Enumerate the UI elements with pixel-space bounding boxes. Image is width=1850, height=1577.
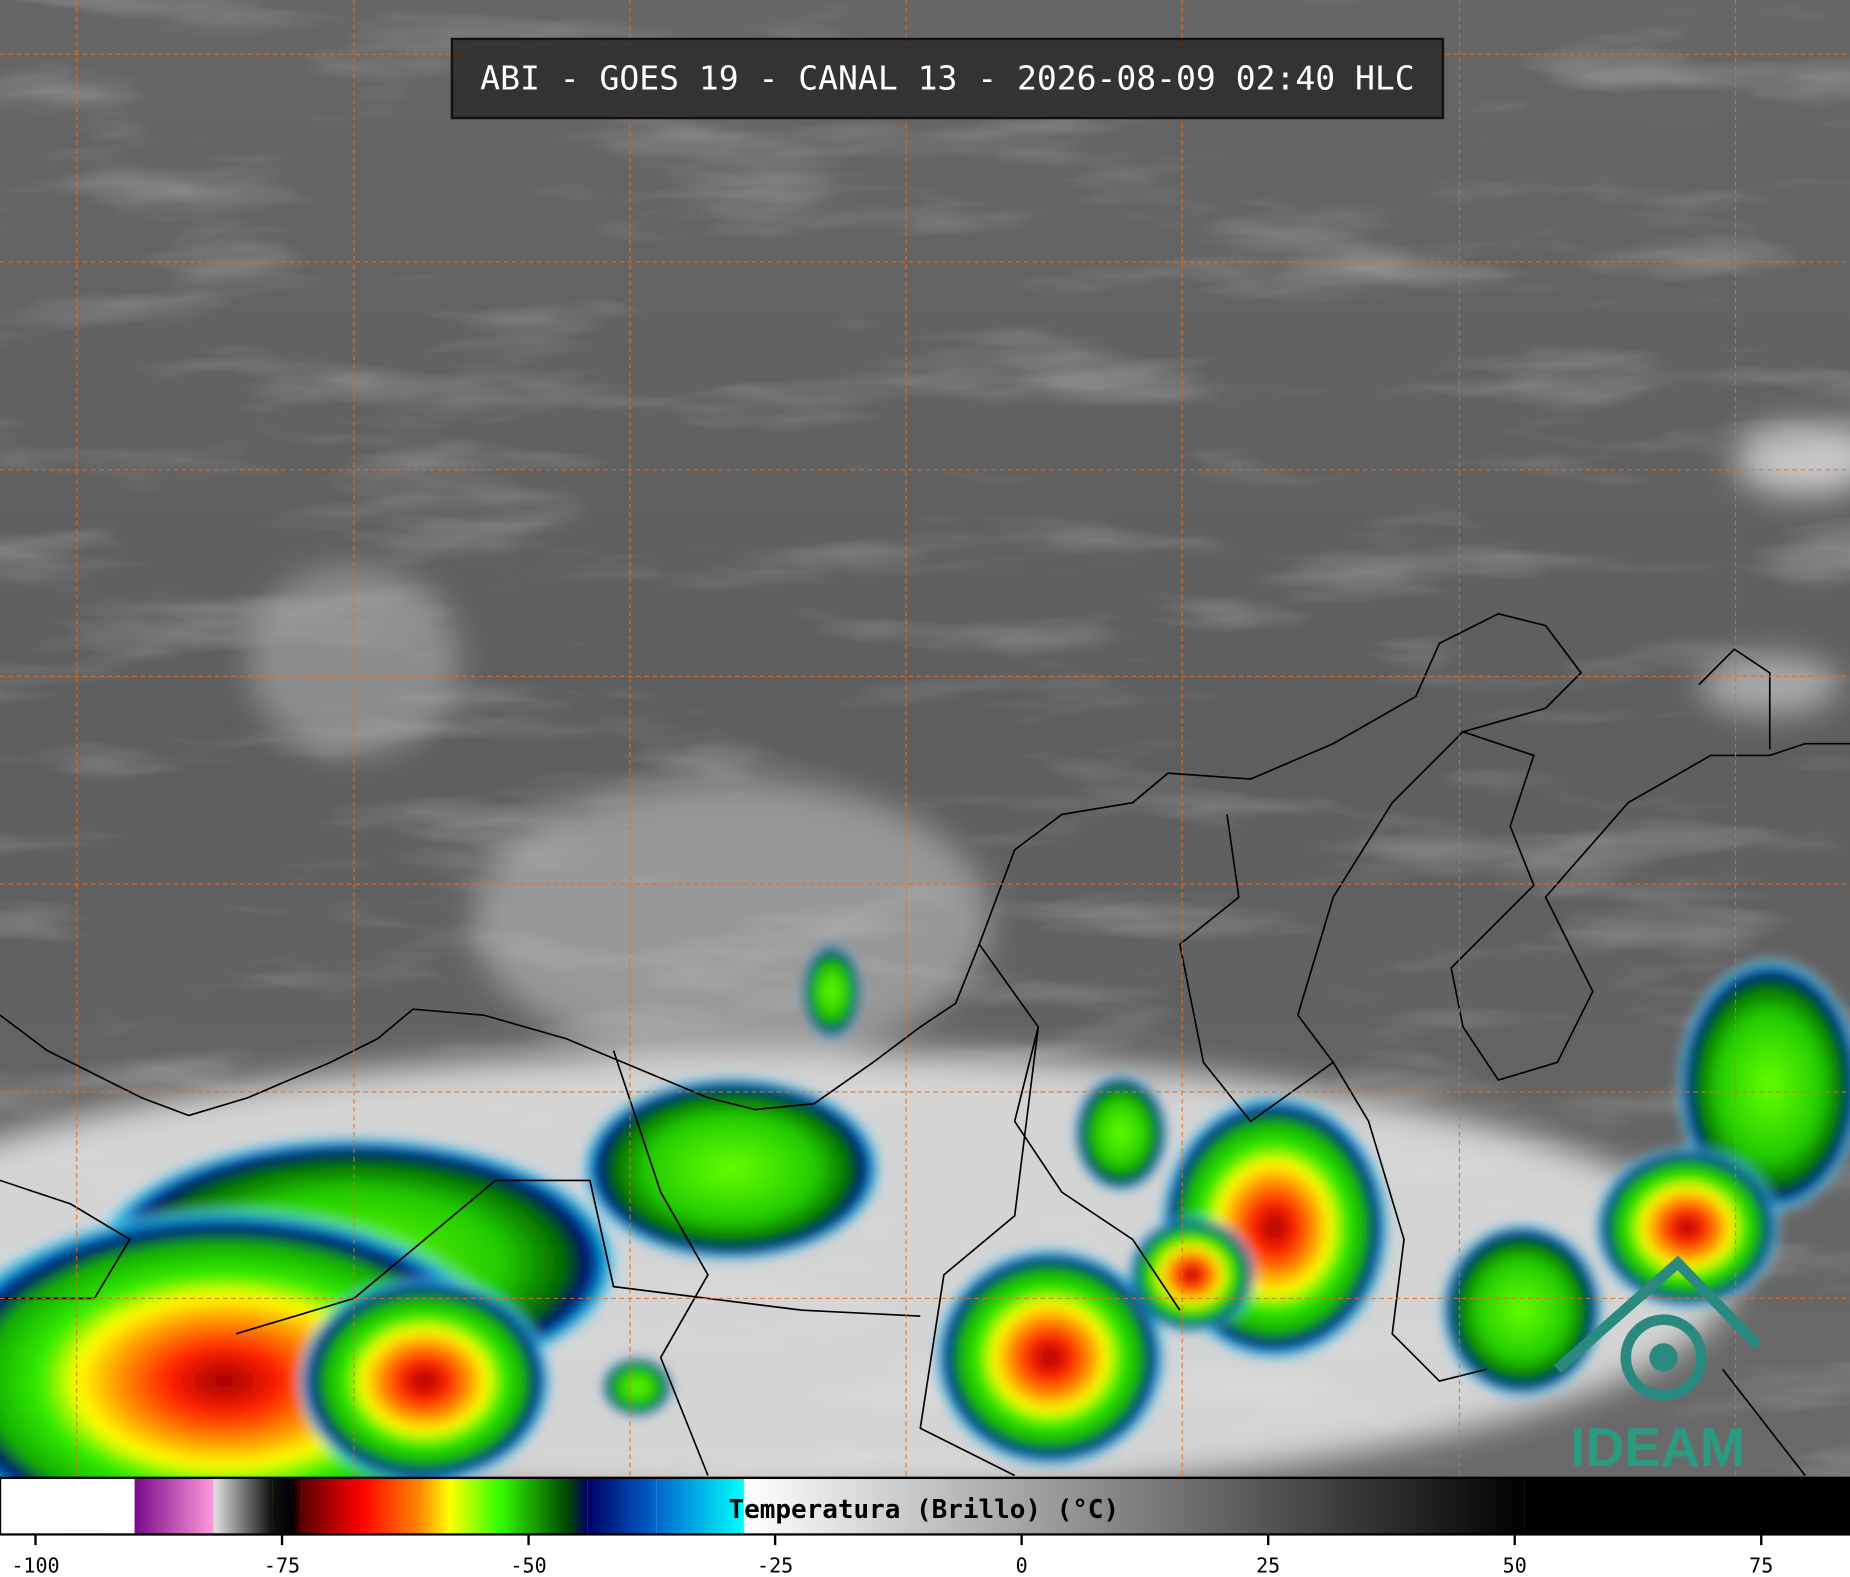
logo-roof xyxy=(1553,1255,1762,1374)
title: ABI - GOES 19 - CANAL 13 - 2026-08-09 02… xyxy=(480,59,1414,98)
tick-label: -25 xyxy=(757,1553,793,1577)
colorbar-segment xyxy=(743,1477,745,1535)
colorbar-segment xyxy=(420,1477,450,1535)
colorbar-segment xyxy=(291,1477,302,1535)
colorbar-segment xyxy=(656,1477,744,1535)
storm-cells xyxy=(0,944,1850,1559)
title-box xyxy=(450,37,1445,120)
tick-label: -75 xyxy=(264,1553,300,1577)
tick-label: 50 xyxy=(1503,1553,1527,1577)
colorbar-frame xyxy=(0,1476,1850,1536)
colorbar-segment xyxy=(568,1477,588,1535)
colorbar-segment xyxy=(498,1477,569,1535)
logo-eye xyxy=(1649,1343,1678,1372)
colorbar-segment xyxy=(744,1477,1525,1535)
tick-label: 75 xyxy=(1749,1553,1773,1577)
colorbar-segment xyxy=(360,1477,421,1535)
colorbar-segment xyxy=(0,1477,135,1535)
colorbar-segment xyxy=(1524,1477,1850,1535)
graticule xyxy=(0,0,1850,1478)
colorbar-segment xyxy=(449,1477,499,1535)
tick-label: -50 xyxy=(510,1553,546,1577)
colorbar-segment xyxy=(272,1477,292,1535)
logo-spiral xyxy=(1620,1314,1707,1401)
tick-label: 0 xyxy=(1016,1553,1028,1577)
colorbar-label: Temperatura (Brillo) (°C) xyxy=(729,1495,1120,1525)
colorbar-segment xyxy=(213,1477,273,1535)
tick-label: 25 xyxy=(1256,1553,1280,1577)
logo-text: IDEAM xyxy=(1570,1417,1745,1478)
axis-background xyxy=(0,1535,1850,1577)
colorbar-segment xyxy=(587,1477,657,1535)
coastlines xyxy=(0,612,1850,1477)
tick-label: -100 xyxy=(11,1553,59,1577)
colorbar-segment xyxy=(135,1477,214,1535)
logo: IDEAM xyxy=(1553,1255,1762,1478)
colorbar-segment xyxy=(213,1477,214,1535)
colorbar xyxy=(0,1477,1850,1535)
colorbar-segment xyxy=(134,1477,136,1535)
colorbar-segment xyxy=(301,1477,361,1535)
